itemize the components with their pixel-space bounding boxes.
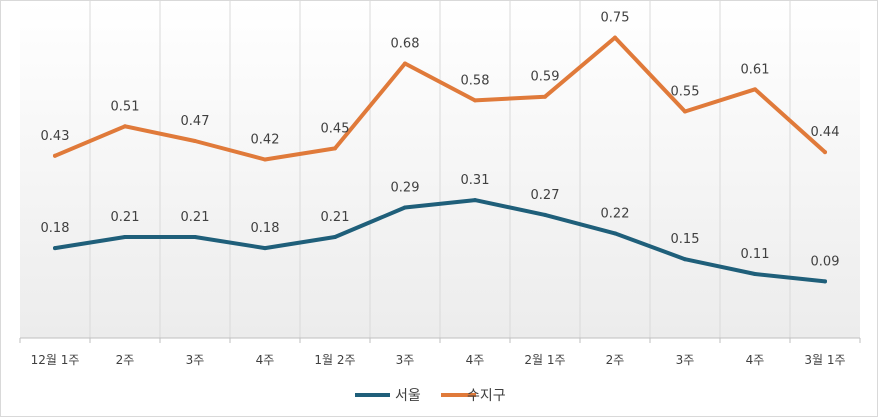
data-point[interactable] — [613, 231, 617, 236]
data-label: 0.21 — [111, 210, 140, 225]
data-label: 0.58 — [461, 73, 490, 88]
data-labels: 0.18 0.21 0.21 0.18 0.21 0.29 0.31 0.27 0.22 0.15… — [41, 11, 840, 270]
data-point[interactable] — [123, 235, 127, 240]
data-label: 0.42 — [251, 132, 280, 147]
x-tick-label: 3주 — [186, 353, 205, 367]
data-label: 0.21 — [181, 210, 210, 225]
x-tick-label: 2주 — [116, 353, 135, 367]
x-tick-label: 2주 — [606, 353, 625, 367]
data-label: 0.43 — [41, 129, 70, 144]
legend-label: 서울 — [395, 388, 421, 404]
x-tick-label: 1월 2주 — [314, 353, 355, 367]
data-point[interactable] — [613, 35, 617, 40]
series-lines — [53, 35, 827, 284]
data-label: 0.45 — [321, 121, 350, 136]
data-point[interactable] — [53, 153, 57, 158]
x-tick-label: 3주 — [676, 353, 695, 367]
legend-item-seoul[interactable]: 서울 — [355, 388, 421, 404]
x-tick-label: 3주 — [396, 353, 415, 367]
legend[interactable]: 서울 수지구 — [355, 388, 506, 404]
data-label: 0.75 — [601, 11, 630, 26]
x-tick-label: 4주 — [256, 353, 275, 367]
data-point[interactable] — [823, 279, 827, 284]
data-point[interactable] — [403, 205, 407, 210]
data-label: 0.51 — [111, 99, 140, 114]
data-point[interactable] — [263, 246, 267, 251]
data-label: 0.29 — [391, 181, 420, 196]
legend-label: 수지구 — [467, 388, 506, 404]
data-label: 0.68 — [391, 36, 420, 51]
data-label: 0.21 — [321, 210, 350, 225]
data-point[interactable] — [333, 146, 337, 151]
x-tick-label: 3월 1주 — [804, 353, 845, 367]
data-label: 0.31 — [461, 173, 490, 188]
series-line-suji[interactable] — [53, 35, 827, 162]
x-tick-label: 4주 — [466, 353, 485, 367]
series-line-seoul[interactable] — [53, 198, 827, 284]
x-axis-tick-labels: 12월 1주 2주 3주 4주 1월 2주 3주 4주 2월 1주 2주 3주 4주 3월 1주 — [31, 353, 846, 367]
data-label: 0.11 — [741, 247, 770, 262]
data-point[interactable] — [823, 150, 827, 155]
data-point[interactable] — [193, 139, 197, 144]
data-point[interactable] — [473, 98, 477, 103]
data-point[interactable] — [683, 109, 687, 114]
data-label: 0.44 — [811, 125, 840, 140]
x-tick-label: 12월 1주 — [31, 353, 80, 367]
data-label: 0.47 — [181, 114, 210, 129]
gridlines — [19, 1, 861, 343]
data-label: 0.18 — [41, 221, 70, 236]
data-point[interactable] — [473, 198, 477, 203]
data-point[interactable] — [53, 246, 57, 251]
legend-item-suji[interactable]: 수지구 — [441, 388, 506, 404]
data-point[interactable] — [403, 61, 407, 66]
data-label: 0.09 — [811, 254, 840, 269]
data-point[interactable] — [753, 87, 757, 92]
data-point[interactable] — [193, 235, 197, 240]
data-label: 0.27 — [531, 188, 560, 203]
data-label: 0.55 — [671, 84, 700, 99]
data-label: 0.15 — [671, 232, 700, 247]
x-tick-label: 4주 — [746, 353, 765, 367]
data-point[interactable] — [683, 257, 687, 262]
data-point[interactable] — [753, 271, 757, 276]
x-tick-label: 2월 1주 — [524, 353, 565, 367]
data-point[interactable] — [333, 235, 337, 240]
data-label: 0.59 — [531, 70, 560, 85]
data-point[interactable] — [263, 157, 267, 162]
data-point[interactable] — [123, 124, 127, 129]
data-point[interactable] — [543, 212, 547, 217]
data-point[interactable] — [543, 94, 547, 99]
data-label: 0.22 — [601, 206, 630, 221]
data-label: 0.61 — [741, 62, 770, 77]
data-label: 0.18 — [251, 221, 280, 236]
